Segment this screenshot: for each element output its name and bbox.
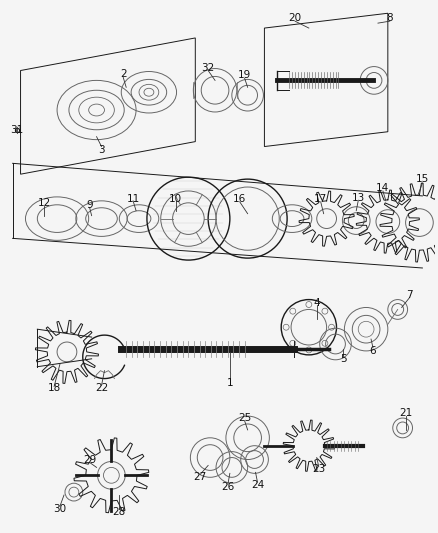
Text: 31: 31 [10, 125, 23, 135]
Text: 2: 2 [120, 69, 127, 79]
Text: 3: 3 [98, 144, 105, 155]
Text: 23: 23 [312, 464, 325, 474]
Text: 10: 10 [169, 194, 182, 204]
Text: 32: 32 [201, 62, 215, 72]
Text: 29: 29 [83, 455, 96, 465]
Text: 28: 28 [113, 507, 126, 517]
Text: 6: 6 [370, 346, 376, 356]
Text: 18: 18 [47, 383, 61, 393]
Text: 12: 12 [38, 198, 51, 208]
Text: 13: 13 [352, 193, 365, 203]
Text: 4: 4 [314, 297, 320, 308]
Text: 25: 25 [238, 413, 251, 423]
Text: 7: 7 [406, 289, 413, 300]
Text: 14: 14 [376, 183, 389, 193]
Text: 19: 19 [238, 70, 251, 80]
Text: 16: 16 [233, 194, 246, 204]
Text: 20: 20 [289, 13, 302, 23]
Text: 1: 1 [226, 378, 233, 389]
Text: 22: 22 [95, 383, 108, 393]
Text: 24: 24 [251, 480, 264, 490]
Text: 27: 27 [194, 472, 207, 482]
Text: 5: 5 [340, 354, 347, 364]
Text: 11: 11 [127, 194, 140, 204]
Text: 30: 30 [53, 504, 67, 514]
Text: 9: 9 [86, 200, 93, 210]
Text: 21: 21 [399, 408, 412, 418]
Text: 26: 26 [221, 482, 234, 492]
Text: 17: 17 [314, 194, 327, 204]
Text: 8: 8 [386, 13, 393, 23]
Text: 15: 15 [416, 174, 429, 184]
